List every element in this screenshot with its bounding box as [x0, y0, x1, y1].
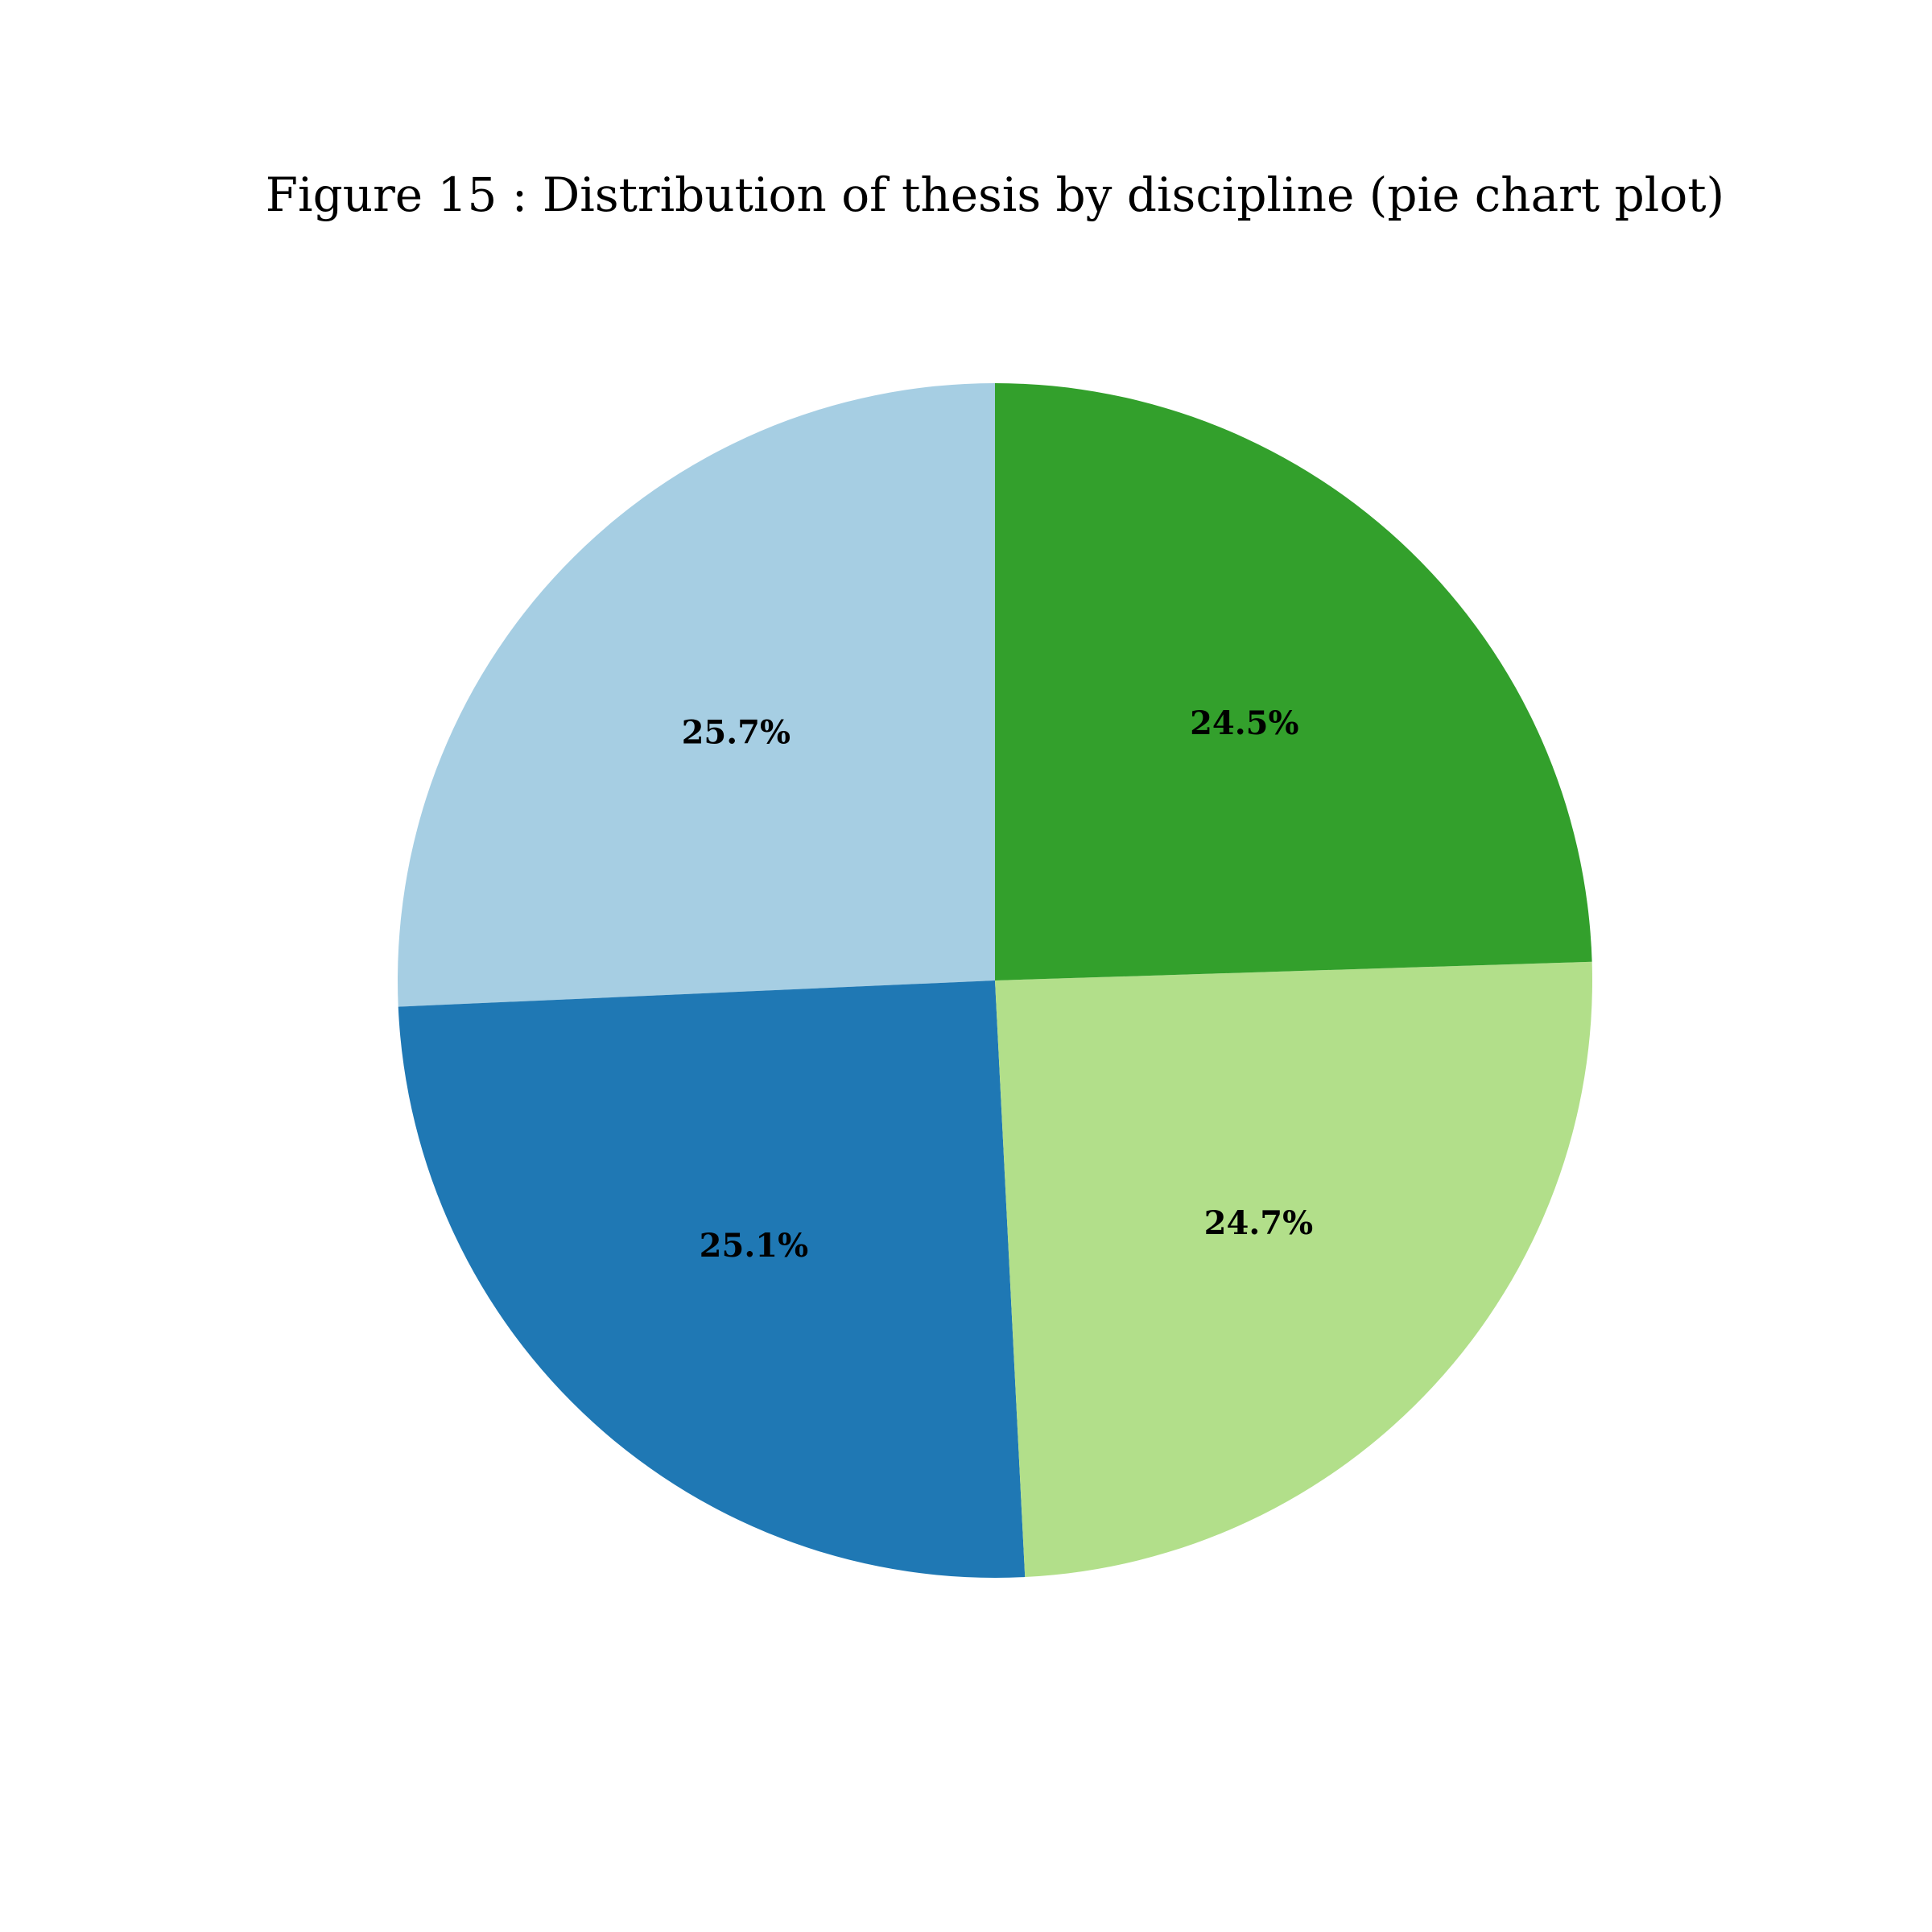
pie-slice-1: [398, 980, 1026, 1578]
slice-label-3: 24.5%: [1190, 704, 1298, 742]
pie-slices: [398, 383, 1592, 1578]
chart-title: Figure 15 : Distribution of thesis by di…: [266, 167, 1724, 222]
slice-label-0: 25.7%: [682, 714, 791, 752]
slice-label-1: 25.1%: [700, 1227, 808, 1265]
pie-slice-3: [995, 383, 1592, 980]
slice-label-2: 24.7%: [1204, 1204, 1313, 1242]
pie-slice-2: [995, 961, 1592, 1578]
pie-labels: 25.7% 25.1% 24.7% 24.5%: [682, 704, 1314, 1265]
pie-slice-0: [398, 383, 995, 1007]
